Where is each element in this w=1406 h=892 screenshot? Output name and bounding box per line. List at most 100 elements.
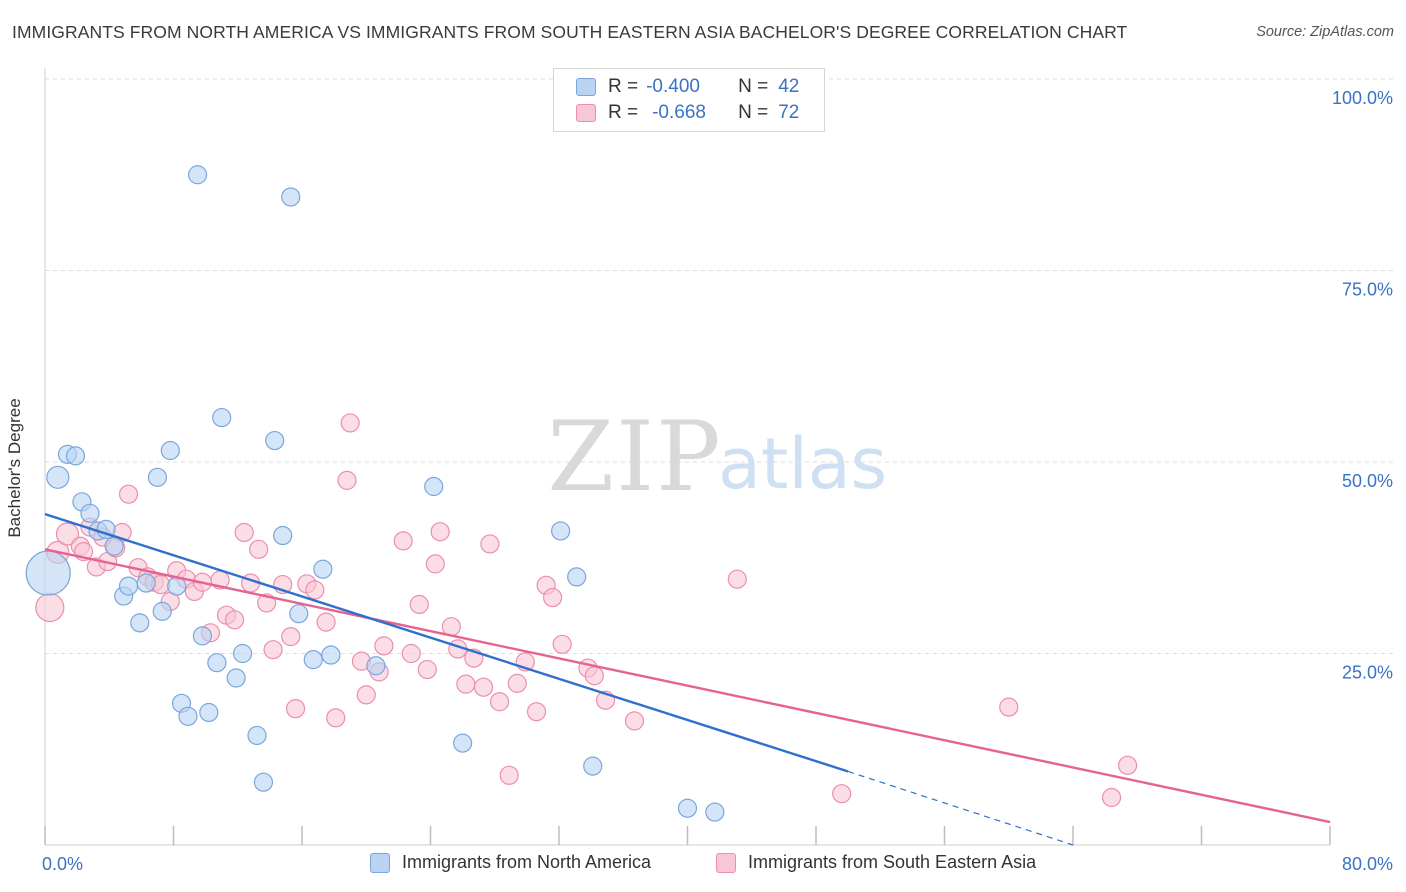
point-south-eastern-asia — [316, 612, 336, 632]
point-north-america — [281, 187, 301, 207]
legend-r-label: R = — [608, 102, 639, 123]
trend-line-south-eastern-asia — [44, 548, 1331, 824]
point-north-america — [187, 165, 208, 185]
point-north-america — [46, 465, 70, 489]
point-south-eastern-asia — [1101, 787, 1122, 808]
bottom-legend-label-north-america: Immigrants from North America — [402, 852, 652, 872]
point-north-america — [25, 550, 71, 596]
x-tick-label: 0.0% — [42, 854, 83, 874]
point-north-america — [226, 668, 246, 688]
point-south-eastern-asia — [526, 702, 547, 722]
y-tick-label: 50.0% — [1342, 471, 1393, 491]
point-south-eastern-asia — [263, 640, 283, 660]
point-south-eastern-asia — [584, 666, 604, 686]
point-north-america — [677, 798, 698, 818]
point-south-eastern-asia — [552, 634, 572, 654]
point-north-america — [313, 559, 333, 579]
point-north-america — [424, 476, 444, 497]
point-south-eastern-asia — [999, 697, 1019, 717]
point-south-eastern-asia — [393, 531, 413, 551]
y-tick-label: 100.0% — [1332, 88, 1393, 108]
point-south-eastern-asia — [489, 692, 510, 712]
point-south-eastern-asia — [417, 659, 437, 680]
y-tick-label: 75.0% — [1342, 280, 1393, 300]
bottom-legend-label-south-eastern-asia: Immigrants from South Eastern Asia — [748, 852, 1037, 872]
watermark: ZIP atlas — [547, 401, 887, 513]
point-south-eastern-asia — [340, 413, 360, 433]
point-south-eastern-asia — [249, 539, 269, 559]
point-north-america — [303, 650, 323, 670]
point-south-eastern-asia — [441, 617, 461, 637]
point-south-eastern-asia — [409, 594, 429, 615]
legend-row-north-america: R = -0.400 N = 42 — [576, 74, 799, 100]
bottom-legend-north-america: Immigrants from North America — [370, 852, 651, 873]
trend-line-north-america-extension — [847, 770, 1074, 846]
legend-n-value-blue: 42 — [778, 76, 800, 97]
point-north-america — [130, 613, 150, 633]
point-south-eastern-asia — [224, 610, 245, 630]
point-north-america — [192, 626, 213, 646]
point-north-america — [583, 756, 603, 776]
grid-lines — [45, 78, 1395, 654]
point-north-america — [705, 802, 725, 822]
x-tick-label: 80.0% — [1342, 854, 1393, 874]
point-south-eastern-asia — [118, 484, 139, 504]
point-north-america — [104, 536, 124, 556]
watermark-zip: ZIP — [547, 401, 722, 513]
point-south-eastern-asia — [624, 711, 645, 731]
point-north-america — [321, 645, 341, 665]
legend-r-label: R = — [608, 76, 639, 97]
chart-title: IMMIGRANTS FROM NORTH AMERICA VS IMMIGRA… — [12, 22, 1128, 42]
point-south-eastern-asia — [326, 708, 346, 728]
bottom-legend-swatch-pink — [716, 852, 736, 873]
point-north-america — [80, 503, 100, 523]
point-south-eastern-asia — [425, 554, 445, 574]
legend-n-value-pink: 72 — [778, 102, 800, 123]
watermark-atlas: atlas — [718, 423, 887, 505]
point-south-eastern-asia — [480, 534, 500, 554]
source-label: Source: ZipAtlas.com — [1256, 24, 1394, 40]
point-north-america — [567, 567, 587, 587]
point-south-eastern-asia — [473, 677, 494, 697]
point-north-america — [273, 525, 293, 546]
bottom-legend-swatch-blue — [370, 852, 390, 873]
legend-n-label: N = — [738, 102, 769, 123]
point-north-america — [453, 733, 473, 753]
legend-r-value-blue: -0.400 — [646, 76, 700, 97]
point-south-eastern-asia — [499, 765, 519, 785]
point-south-eastern-asia — [456, 674, 476, 694]
point-south-eastern-asia — [35, 592, 65, 623]
legend-n-label: N = — [738, 76, 769, 97]
point-south-eastern-asia — [542, 587, 563, 608]
tick-labels: 25.0% 50.0% 75.0% 100.0% 0.0% 80.0% — [42, 88, 1393, 874]
point-north-america — [551, 521, 571, 541]
point-south-eastern-asia — [507, 673, 527, 693]
point-north-america — [207, 653, 227, 673]
point-north-america — [178, 706, 198, 726]
point-south-eastern-asia — [337, 470, 357, 490]
point-north-america — [152, 601, 172, 621]
point-north-america — [147, 467, 168, 487]
y-axis-label: Bachelor's Degree — [5, 398, 24, 538]
point-south-eastern-asia — [305, 580, 325, 600]
point-north-america — [247, 725, 267, 746]
legend-swatch-pink — [576, 104, 596, 122]
point-south-eastern-asia — [356, 685, 376, 705]
point-north-america — [366, 656, 386, 676]
series-south-eastern-asia-points — [35, 413, 1138, 808]
legend-swatch-blue — [576, 78, 596, 96]
correlation-legend: R = -0.400 N = 42 R = -0.668 N = 72 — [553, 68, 825, 132]
point-north-america — [65, 446, 86, 466]
point-north-america — [232, 643, 253, 664]
point-north-america — [160, 440, 180, 461]
point-south-eastern-asia — [55, 522, 80, 546]
point-north-america — [118, 576, 139, 596]
legend-r-value-pink: -0.668 — [652, 102, 706, 123]
point-north-america — [199, 702, 219, 723]
point-south-eastern-asia — [374, 636, 394, 656]
point-south-eastern-asia — [401, 643, 421, 664]
trend-lines — [44, 512, 1331, 846]
point-south-eastern-asia — [727, 569, 747, 589]
bottom-legend-south-eastern-asia: Immigrants from South Eastern Asia — [716, 852, 1036, 873]
